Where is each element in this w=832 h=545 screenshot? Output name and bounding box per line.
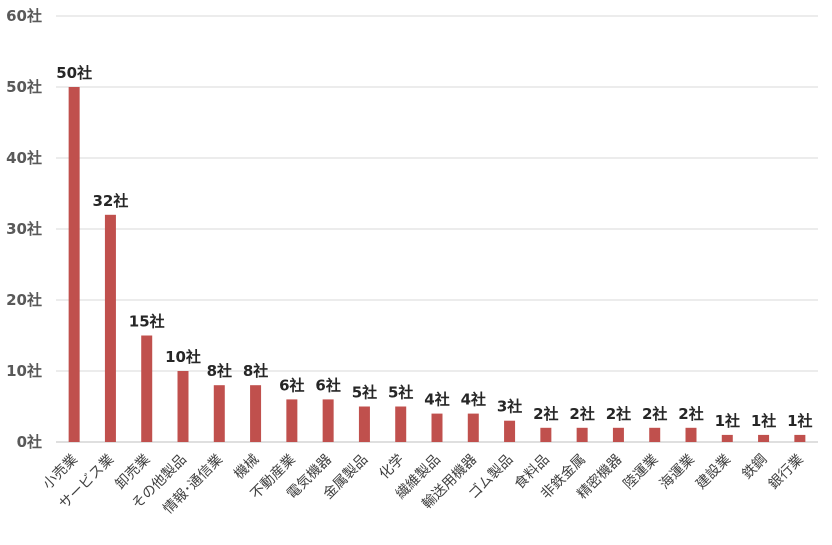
x-category-label: 鉄鋼 (739, 452, 770, 483)
bar (649, 427, 661, 442)
data-label: 4社 (461, 391, 486, 409)
data-label: 4社 (424, 391, 449, 409)
data-label: 2社 (569, 405, 594, 423)
bars (68, 87, 806, 442)
y-axis-ticks: 0社 10社 20社 30社 40社 50社 60社 (6, 7, 42, 451)
y-tick-label: 20社 (6, 291, 42, 309)
x-category-label: 化学 (376, 452, 407, 483)
bar (286, 399, 298, 442)
data-label: 2社 (642, 405, 667, 423)
bar (504, 420, 516, 442)
bar (612, 427, 624, 442)
data-label: 2社 (678, 405, 703, 423)
bar (213, 385, 225, 442)
x-category-label: 機械 (231, 452, 262, 483)
data-label: 2社 (533, 405, 558, 423)
bar (576, 427, 588, 442)
x-category-label: 海運業 (657, 452, 698, 493)
y-tick-label: 0社 (17, 433, 42, 451)
data-label: 10社 (165, 348, 201, 366)
data-label: 32社 (92, 192, 128, 210)
data-label: 1社 (787, 412, 812, 430)
data-label: 1社 (751, 412, 776, 430)
bar (721, 434, 733, 442)
bar (467, 413, 479, 442)
data-label: 1社 (715, 412, 740, 430)
bar (358, 406, 370, 442)
data-label: 6社 (279, 376, 304, 394)
bar (685, 427, 697, 442)
bar (141, 335, 153, 442)
y-tick-label: 30社 (6, 220, 42, 238)
x-category-label: 銀行業 (766, 452, 807, 493)
bar (250, 385, 262, 442)
data-label: 2社 (606, 405, 631, 423)
bar (431, 413, 443, 442)
y-tick-label: 40社 (6, 149, 42, 167)
data-label: 8社 (207, 362, 232, 380)
gridlines (56, 15, 818, 443)
bar (395, 406, 407, 442)
bar (177, 371, 189, 442)
bar (540, 427, 552, 442)
y-tick-label: 10社 (6, 362, 42, 380)
bar (104, 214, 116, 442)
data-label: 15社 (129, 313, 165, 331)
bar (322, 399, 334, 442)
y-tick-label: 60社 (6, 7, 42, 25)
data-label: 5社 (388, 384, 413, 402)
data-label: 8社 (243, 362, 268, 380)
bar (794, 434, 806, 442)
x-category-label: 陸運業 (621, 452, 662, 493)
data-label: 6社 (315, 376, 340, 394)
x-category-label: 建設業 (693, 452, 734, 493)
data-label: 3社 (497, 398, 522, 416)
data-label: 50社 (56, 64, 92, 82)
y-tick-label: 50社 (6, 78, 42, 96)
data-label: 5社 (352, 384, 377, 402)
bar (68, 87, 80, 442)
bar (758, 434, 770, 442)
